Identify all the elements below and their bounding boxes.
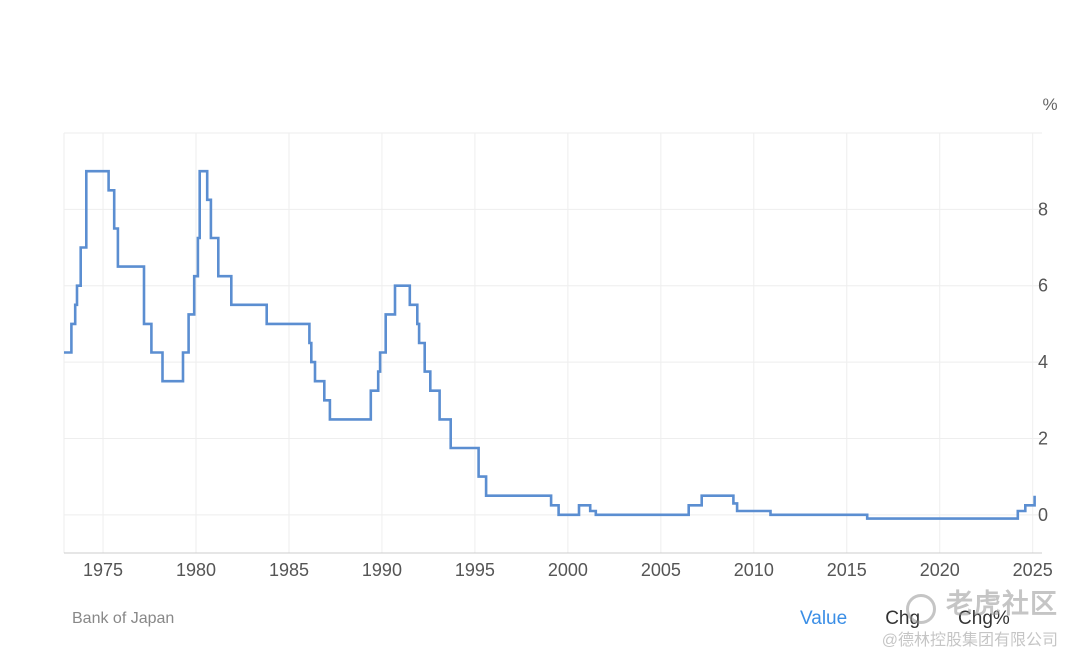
- y-tick-label: 0: [1038, 505, 1048, 525]
- grid-layer: [63, 132, 1042, 554]
- toggle-value[interactable]: Value: [800, 608, 848, 629]
- view-toggle-bar: Value Chg Chg%: [800, 608, 1010, 630]
- y-tick-label: 8: [1038, 199, 1048, 219]
- source-label: Bank of Japan: [72, 610, 175, 627]
- y-axis-unit-label: %: [1042, 95, 1057, 114]
- x-tick-label: 1990: [362, 560, 402, 580]
- x-tick-label: 2010: [734, 560, 774, 580]
- series-line-policy-rate: [64, 169, 1036, 520]
- x-tick-label: 2020: [920, 560, 960, 580]
- x-tick-label: 2000: [548, 560, 588, 580]
- x-tick-label: 2005: [641, 560, 681, 580]
- y-tick-label: 6: [1038, 276, 1048, 296]
- tick-layer: 1975 1980 1985 1990 1995 2000 2005 2010 2015 2020…: [83, 199, 1053, 580]
- toggle-chg-pct[interactable]: Chg%: [958, 608, 1010, 629]
- x-tick-label: 1980: [176, 560, 216, 580]
- y-tick-label: 4: [1038, 352, 1048, 372]
- y-tick-label: 2: [1038, 428, 1048, 448]
- toggle-chg[interactable]: Chg: [885, 608, 921, 629]
- series-layer: [64, 169, 1036, 520]
- x-tick-label: 1995: [455, 560, 495, 580]
- x-tick-label: 1975: [83, 560, 123, 580]
- x-tick-label: 2015: [827, 560, 867, 580]
- x-tick-label: 1985: [269, 560, 309, 580]
- x-tick-label: 2025: [1013, 560, 1053, 580]
